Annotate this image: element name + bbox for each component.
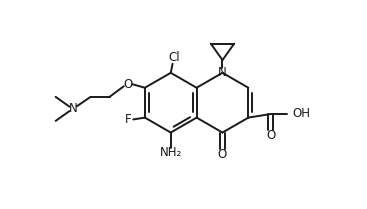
- Text: N: N: [218, 66, 227, 79]
- Text: N: N: [69, 102, 77, 115]
- Text: O: O: [266, 129, 276, 141]
- Text: O: O: [218, 148, 227, 161]
- Text: NH₂: NH₂: [160, 147, 182, 159]
- Text: F: F: [124, 113, 131, 126]
- Text: O: O: [124, 78, 133, 91]
- Text: OH: OH: [293, 107, 311, 120]
- Text: Cl: Cl: [168, 51, 180, 64]
